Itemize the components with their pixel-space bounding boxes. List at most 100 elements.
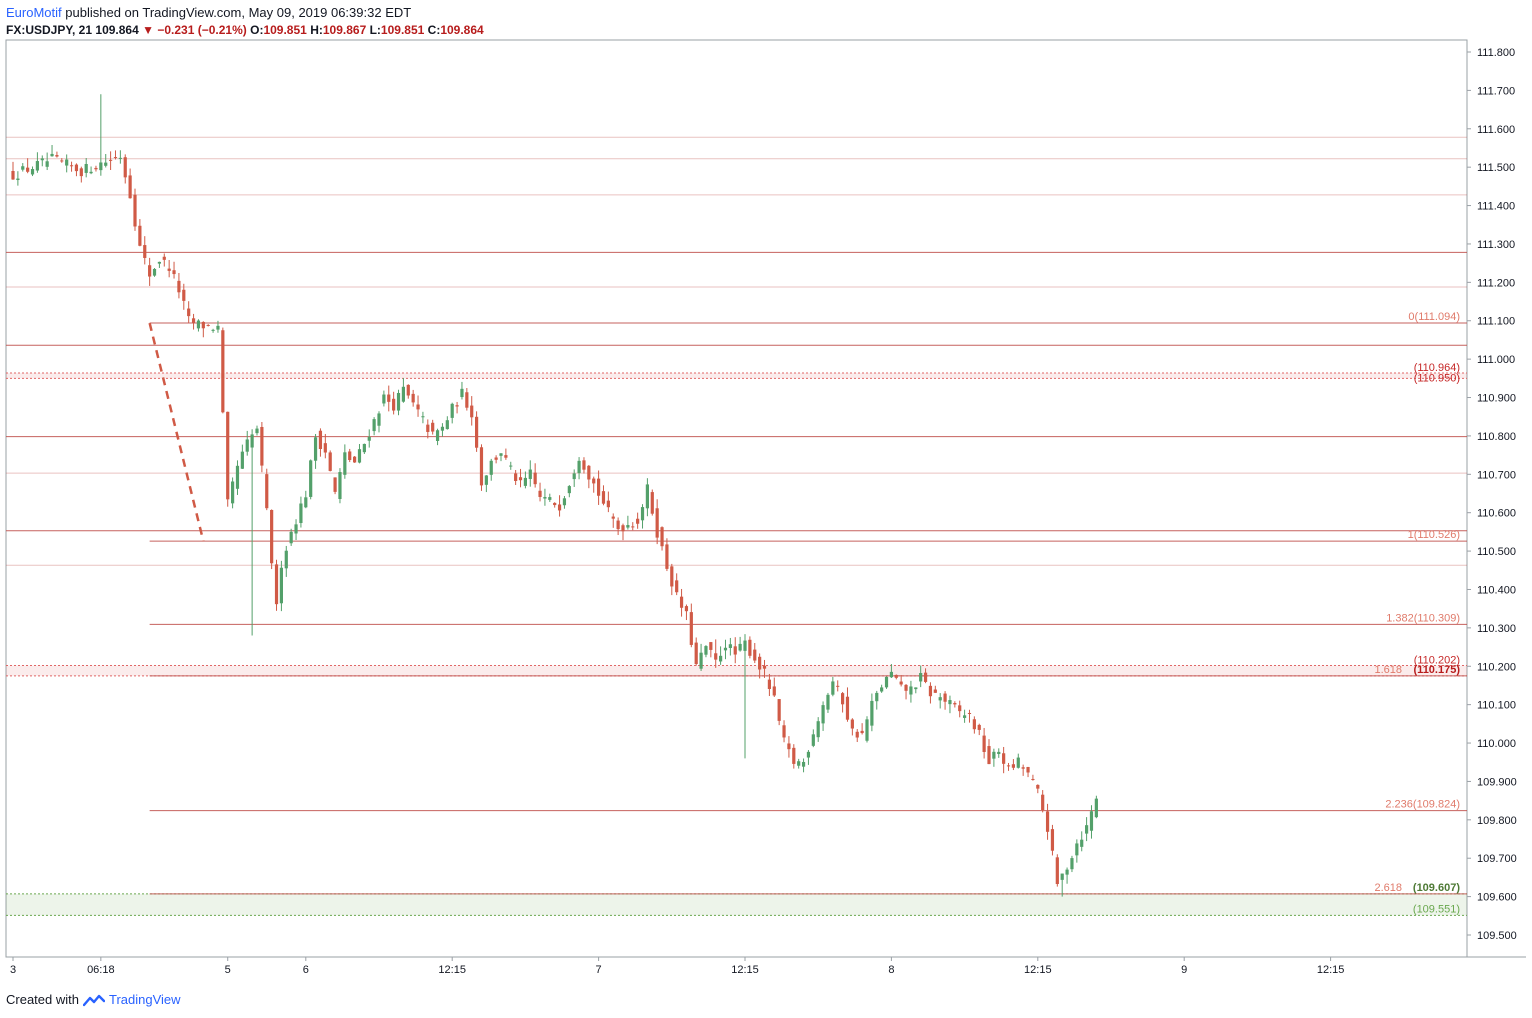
candle-body-106	[528, 469, 532, 479]
y-tick-label-21: 109.700	[1477, 853, 1517, 865]
candle-body-207	[1021, 767, 1025, 769]
candle-body-210	[1036, 784, 1040, 789]
zone-band-2	[6, 893, 1467, 916]
candle-body-151	[748, 639, 752, 656]
candle-body-9	[55, 155, 59, 157]
candle-body-196	[967, 712, 972, 714]
candle-body-218	[1075, 843, 1079, 856]
y-tick-label-17: 110.100	[1477, 700, 1516, 712]
candle-body-188	[928, 685, 933, 697]
candle-body-36	[187, 308, 191, 317]
candle-body-122	[606, 500, 610, 508]
candle-body-199	[982, 735, 986, 752]
candle-body-70	[353, 456, 357, 463]
candle-body-163	[806, 751, 811, 758]
candle-body-42	[216, 325, 220, 330]
candle-body-180	[889, 671, 893, 678]
open-value: 109.851	[263, 23, 307, 37]
candle-body-14	[79, 168, 83, 177]
candle-body-100	[499, 453, 503, 456]
publish-info: EuroMotif published on TradingView.com, …	[6, 5, 411, 20]
zone-label-2-0: (109.551)	[1413, 903, 1460, 915]
high-label: H:	[310, 23, 323, 37]
candle-body-81	[406, 384, 410, 396]
candle-body-119	[592, 478, 596, 484]
fib-label-1: 1(110.526)	[1408, 529, 1460, 541]
candle-body-155	[767, 679, 771, 690]
candle-body-77	[387, 394, 391, 402]
candle-body-169	[836, 685, 840, 687]
candle-body-124	[616, 520, 620, 530]
candle-body-157	[777, 699, 781, 721]
y-tick-label-5: 111.300	[1477, 239, 1515, 251]
candle-body-131	[650, 492, 654, 514]
candle-body-203	[1002, 753, 1006, 764]
candle-body-202	[997, 751, 1001, 755]
last-price: 109.864	[95, 23, 139, 37]
candle-body-33	[172, 270, 176, 275]
zone-label-0-1: (110.950)	[1414, 372, 1460, 384]
candle-body-56	[284, 550, 288, 569]
candle-body-204	[1006, 765, 1011, 767]
y-tick-label-2: 111.600	[1477, 124, 1515, 136]
candle-body-217	[1070, 858, 1074, 870]
candle-body-136	[675, 580, 679, 593]
y-tick-label-8: 111.000	[1477, 354, 1515, 366]
candle-body-137	[679, 596, 684, 608]
candle-body-92	[460, 388, 464, 398]
candle-body-18	[99, 162, 103, 171]
candle-body-95	[475, 416, 479, 448]
candle-body-156	[772, 686, 776, 696]
y-tick-label-6: 111.200	[1477, 277, 1515, 289]
candle-body-114	[567, 486, 571, 494]
x-tick-label-10: 12:15	[1317, 964, 1345, 976]
candle-body-69	[348, 451, 352, 461]
candle-body-172	[850, 719, 854, 729]
candle-body-12	[69, 165, 74, 167]
candle-body-189	[933, 689, 937, 693]
candle-body-213	[1050, 829, 1055, 851]
candle-body-47	[240, 451, 244, 469]
tradingview-brand[interactable]: TradingView	[108, 992, 181, 1007]
candle-body-187	[923, 672, 928, 682]
zone-band-1	[6, 665, 1467, 676]
candle-body-37	[191, 318, 196, 323]
y-tick-label-18: 110.000	[1477, 738, 1516, 750]
candle-body-190	[938, 697, 942, 701]
y-tick-label-1: 111.700	[1477, 85, 1515, 97]
candle-body-222	[1094, 798, 1098, 818]
zone-label-0-0: (110.964)	[1414, 362, 1460, 374]
candle-body-51	[260, 426, 264, 466]
candle-body-113	[562, 498, 567, 506]
candle-body-167	[826, 694, 830, 710]
candle-body-80	[401, 386, 405, 402]
author-link[interactable]: EuroMotif	[6, 5, 62, 20]
candle-body-171	[845, 696, 850, 720]
candle-body-0	[11, 171, 15, 180]
y-tick-label-0: 111.800	[1477, 47, 1515, 59]
y-tick-label-11: 110.700	[1477, 469, 1516, 481]
candle-body-62	[313, 437, 318, 461]
candle-body-216	[1065, 869, 1069, 875]
candle-body-130	[645, 484, 649, 509]
candle-body-40	[206, 324, 210, 326]
x-tick-label-6: 12:15	[731, 964, 759, 976]
candle-body-72	[362, 443, 366, 453]
candle-body-147	[728, 644, 732, 648]
candle-body-185	[914, 687, 918, 690]
candle-body-44	[226, 411, 230, 500]
candle-body-6	[40, 158, 44, 161]
fib-label-price-3: (110.175)	[1414, 664, 1461, 676]
down-arrow-icon: ▼	[142, 23, 155, 37]
candle-body-21	[113, 157, 118, 159]
candle-body-159	[787, 743, 791, 750]
candle-body-1	[16, 178, 20, 181]
fib-label-4: 2.236(109.824)	[1385, 799, 1460, 811]
candle-body-211	[1041, 794, 1045, 811]
price-change: −0.231 (−0.21%)	[157, 23, 247, 37]
candle-body-49	[250, 434, 254, 448]
candle-body-71	[357, 449, 362, 463]
candle-body-59	[299, 503, 303, 524]
candle-body-68	[343, 452, 347, 475]
